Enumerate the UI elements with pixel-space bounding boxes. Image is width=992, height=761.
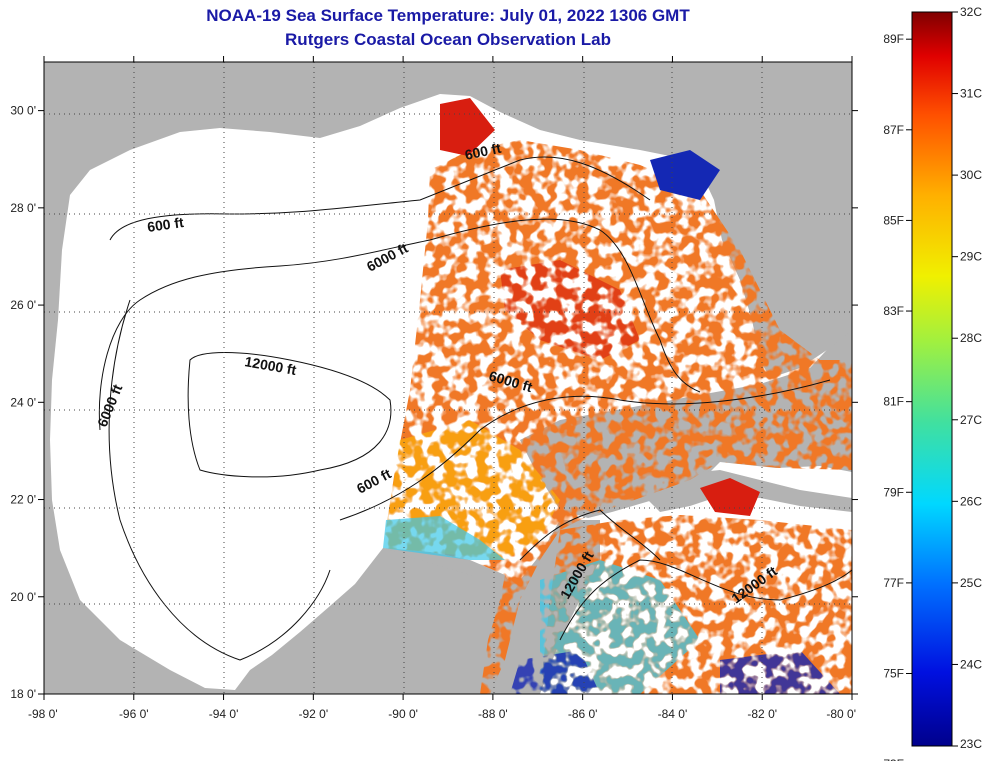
lat-lon-grid [44,62,852,694]
bathymetry-contours [98,156,852,661]
contour-label-600-nw: 600 ft [146,214,185,235]
celsius-label: 32C [960,5,982,19]
sst-data-swath [383,98,852,694]
fahrenheit-label: 73F [883,757,904,761]
fahrenheit-label: 87F [883,123,904,137]
lon-tick-label: -90 0' [388,707,418,721]
fahrenheit-label: 79F [883,485,904,499]
fahrenheit-label: 89F [883,32,904,46]
lon-tick-label: -84 0' [658,707,688,721]
celsius-label: 25C [960,576,982,590]
celsius-label: 30C [960,168,982,182]
contour-600-west [108,299,331,661]
contour-12000 [187,352,392,478]
fahrenheit-label: 85F [883,213,904,227]
celsius-label: 27C [960,413,982,427]
longitude-axis: -98 0' -96 0' -94 0' -92 0' -90 0' -88 0' -86 … [28,56,856,721]
contour-carib-2 [519,509,661,561]
temperature-colorbar: 89F 87F 85F 83F 81F 79F 77F 75F 73F 32C 31C 30C 29C… [883,5,982,761]
lat-tick-label: 18 0' [10,687,36,701]
lon-tick-label: -88 0' [478,707,508,721]
map-title: NOAA-19 Sea Surface Temperature: July 01… [206,6,690,25]
celsius-label: 31C [960,87,982,101]
contour-600 [109,156,651,241]
lat-tick-label: 28 0' [10,201,36,215]
map-subtitle: Rutgers Coastal Ocean Observation Lab [285,30,611,49]
hot-spot-mississippi [440,98,495,156]
lon-tick-label: -96 0' [119,707,149,721]
lon-tick-label: -98 0' [28,707,58,721]
celsius-label: 23C [960,737,982,751]
hot-spot-cuba [700,478,760,516]
celsius-label: 26C [960,494,982,508]
colorbar-celsius-labels: 32C 31C 30C 29C 28C 27C 26C 25C 24C 23C [952,5,982,751]
contour-label-600-ne: 600 ft [463,140,502,163]
plot-area: 600 ft 600 ft 600 ft 6000 ft 6000 ft 600… [44,62,852,694]
celsius-label: 24C [960,657,982,671]
lon-tick-label: -94 0' [209,707,239,721]
cool-band-campeche [383,516,505,560]
fahrenheit-label: 83F [883,304,904,318]
colorbar-gradient [911,11,953,747]
contour-6000-south [339,379,831,521]
plot-frame [43,61,853,695]
lon-tick-label: -86 0' [568,707,598,721]
lon-tick-label: -92 0' [299,707,329,721]
lat-tick-label: 26 0' [10,298,36,312]
colorbar-fahrenheit-labels: 89F 87F 85F 83F 81F 79F 77F 75F 73F [883,32,912,761]
florida-peninsula [690,62,852,378]
lat-tick-label: 20 0' [10,590,36,604]
lon-tick-label: -80 0' [826,707,856,721]
contour-6000 [98,218,701,431]
lat-tick-label: 30 0' [10,104,36,118]
contour-12000-carib [559,559,852,641]
celsius-label: 29C [960,250,982,264]
fahrenheit-label: 81F [883,395,904,409]
celsius-label: 28C [960,331,982,345]
lat-tick-label: 22 0' [10,493,36,507]
latitude-axis: 30 0' 28 0' 26 0' 24 0' 22 0' 20 0' 18 0' [10,104,858,701]
lon-tick-label: -82 0' [747,707,777,721]
fahrenheit-label: 75F [883,667,904,681]
lat-tick-label: 24 0' [10,395,36,409]
fahrenheit-label: 77F [883,576,904,590]
cold-patch-florida [650,150,720,200]
